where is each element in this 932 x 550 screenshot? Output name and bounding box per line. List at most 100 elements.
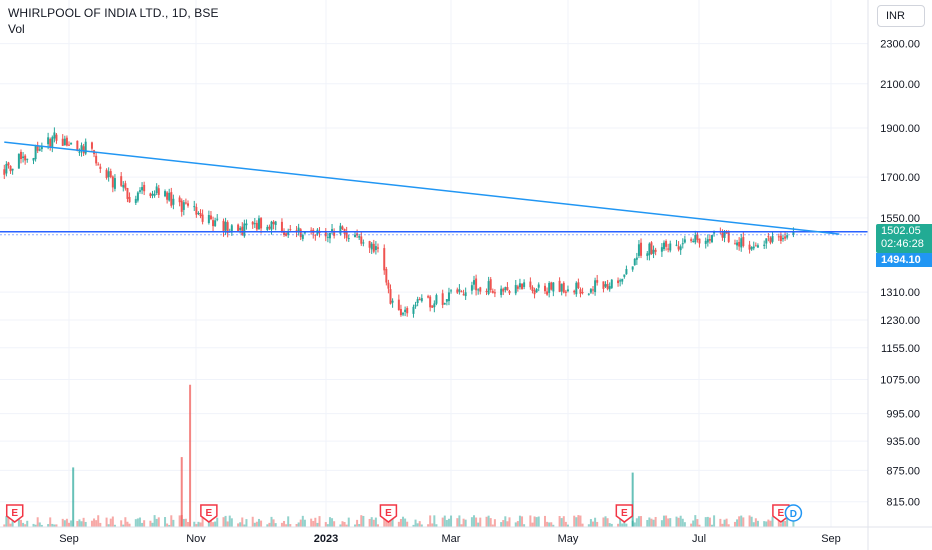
candle-body xyxy=(683,239,686,243)
volume-bar xyxy=(769,520,772,527)
candle-body xyxy=(427,296,430,298)
volume-bar xyxy=(489,518,492,527)
candle-body xyxy=(285,233,288,236)
volume-bar xyxy=(552,524,555,527)
candle-body xyxy=(385,268,388,283)
candle-body xyxy=(113,178,116,189)
volume-bar xyxy=(420,524,423,527)
candle-body xyxy=(314,234,317,236)
volume-bar xyxy=(733,521,736,527)
candle-body xyxy=(560,284,563,292)
volume-bar xyxy=(763,521,766,527)
candle-body xyxy=(617,280,620,284)
candle-body xyxy=(287,230,290,235)
volume-bar xyxy=(429,515,432,527)
candle-body xyxy=(473,280,476,285)
volume-bar xyxy=(418,521,421,527)
volume-bar xyxy=(713,515,716,527)
price-tick-label: 815.00 xyxy=(886,497,920,509)
candle-body xyxy=(566,289,569,292)
volume-bar xyxy=(151,522,154,527)
candle-body xyxy=(122,185,125,188)
candle-body xyxy=(429,296,432,308)
volume-bar xyxy=(679,515,682,527)
volume-bar xyxy=(637,516,640,527)
volume-bar xyxy=(209,516,212,527)
volume-bar xyxy=(725,518,728,527)
candle-body xyxy=(675,244,678,246)
volume-bar xyxy=(777,515,780,527)
candle-body xyxy=(120,176,123,186)
candle-body xyxy=(537,284,540,288)
candle-body xyxy=(63,138,66,146)
candle-body xyxy=(61,138,64,146)
volume-bar xyxy=(128,523,131,527)
volume-bar xyxy=(719,518,722,527)
candle-body xyxy=(623,274,626,277)
volume-bar xyxy=(696,519,699,527)
volume-bar xyxy=(435,524,438,527)
candle-body xyxy=(479,287,482,292)
candle-body xyxy=(604,284,607,287)
candle-body xyxy=(212,220,215,227)
candle-body xyxy=(493,292,496,294)
candle-body xyxy=(506,287,509,291)
candle-body xyxy=(706,239,709,243)
candle-body xyxy=(78,151,81,153)
candle-body xyxy=(289,229,292,231)
candle-body xyxy=(518,283,521,288)
candle-body xyxy=(564,291,567,293)
volume-bar xyxy=(681,518,684,527)
price-tick-label: 1155.00 xyxy=(881,343,920,355)
volume-bar xyxy=(402,516,405,527)
price-tick-label: 1900.00 xyxy=(880,123,920,135)
bar-countdown: 02:46:28 xyxy=(881,238,924,250)
volume-bar xyxy=(460,524,463,527)
candle-body xyxy=(500,288,503,295)
volume-bar xyxy=(485,516,488,527)
earnings-badge-shape xyxy=(5,504,24,523)
candle-body xyxy=(435,295,438,304)
volume-bar xyxy=(303,519,306,527)
volume-bar xyxy=(107,524,110,527)
price-tick-label: 935.00 xyxy=(886,436,920,448)
volume-bar xyxy=(339,524,342,527)
volume-bar xyxy=(387,521,390,527)
candle-body xyxy=(40,146,43,150)
candle-body xyxy=(558,280,561,292)
candle-body xyxy=(740,238,743,248)
volume-bar xyxy=(431,523,434,527)
volume-bar xyxy=(721,523,724,527)
volume-bar xyxy=(566,524,569,527)
time-axis: Sep Nov 2023 Mar May Jul Sep xyxy=(59,533,841,545)
candle-body xyxy=(652,249,655,254)
candle-body xyxy=(76,140,79,151)
candle-body xyxy=(711,235,714,243)
volume-bar xyxy=(506,521,509,527)
volume-bar xyxy=(433,515,436,527)
volume-bar xyxy=(698,524,701,527)
volume-bar xyxy=(347,517,350,527)
volume-bar xyxy=(270,516,273,527)
volume-bar xyxy=(214,521,217,527)
candle-body xyxy=(339,225,342,234)
candle-body xyxy=(631,266,634,270)
volume-bar xyxy=(287,516,290,527)
volume-bar xyxy=(518,515,521,527)
candle-body xyxy=(68,144,70,146)
volume-bar xyxy=(500,522,503,527)
volume-bar xyxy=(155,518,158,527)
volume-bar xyxy=(222,517,225,527)
candle-body xyxy=(7,162,10,166)
volume-bar xyxy=(535,517,538,527)
currency-button[interactable]: INR xyxy=(877,5,925,27)
volume-bar xyxy=(36,517,39,527)
volume-bar xyxy=(170,515,173,527)
volume-bar xyxy=(331,518,334,527)
price-tick-label: 995.00 xyxy=(886,409,920,421)
volume-bar xyxy=(546,521,549,527)
earnings-badge-shape xyxy=(772,504,790,523)
volume-bar xyxy=(312,520,315,527)
